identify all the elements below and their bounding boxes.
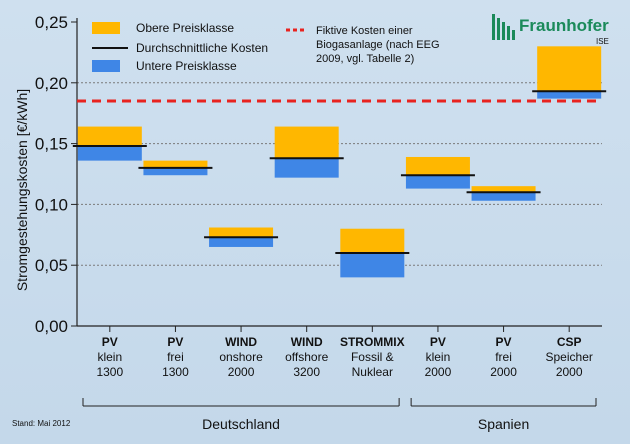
bar-lower-segment (471, 192, 536, 201)
grid (71, 18, 602, 327)
y-tick-label: 0,00 (35, 317, 68, 336)
legend: Obere Preisklasse Durchschnittliche Kost… (92, 21, 440, 73)
bars (72, 46, 607, 278)
x-label-title: WIND (225, 335, 257, 349)
legend-upper-swatch (92, 22, 120, 34)
y-tick-label: 0,20 (35, 74, 68, 93)
x-label-title: STROMMIX (340, 335, 405, 349)
group-labels: Deutschland Spanien (82, 398, 597, 432)
bar-4 (335, 228, 410, 278)
legend-ref-label-2: Biogasanlage (nach EEG (316, 39, 440, 51)
x-label-type: onshore (219, 350, 263, 364)
bar-lower-segment (340, 253, 405, 278)
y-tick-label: 0,05 (35, 256, 68, 275)
x-label-title: WIND (291, 335, 323, 349)
bar-5 (400, 156, 475, 189)
bar-upper-segment (405, 156, 470, 176)
logo-name: Fraunhofer (519, 16, 609, 35)
bar-3 (269, 126, 344, 178)
bar-lower-segment (209, 237, 274, 247)
x-label-hours: 2000 (490, 365, 517, 379)
group-label: Deutschland (202, 416, 280, 432)
group-0: Deutschland (82, 398, 400, 432)
legend-avg-label: Durchschnittliche Kosten (136, 41, 268, 55)
bar-lower-segment (274, 158, 339, 178)
x-label-type: Fossil & (351, 350, 394, 364)
x-label-type: frei (167, 350, 184, 364)
x-label-type: klein (426, 350, 451, 364)
x-label-title: CSP (557, 335, 582, 349)
x-label-hours: 2000 (556, 365, 583, 379)
x-tick-labels: PVklein1300PVfrei1300WINDonshore2000WIND… (96, 335, 592, 379)
legend-lower-swatch (92, 60, 120, 72)
fraunhofer-logo-icon (492, 14, 515, 40)
x-label-hours: 2000 (228, 365, 255, 379)
bar-1 (138, 160, 213, 176)
bar-7 (532, 46, 607, 99)
bar-lower-segment (537, 91, 602, 99)
bar-lower-segment (77, 146, 142, 161)
footnote: Stand: Mai 2012 (12, 419, 71, 428)
group-1: Spanien (410, 398, 597, 432)
x-label-hours: 2000 (425, 365, 452, 379)
x-label-hours: 1300 (162, 365, 189, 379)
bar-lower-segment (405, 175, 470, 189)
x-axis (77, 325, 602, 332)
bar-upper-segment (471, 186, 536, 193)
bar-upper-segment (77, 126, 142, 147)
group-label: Spanien (478, 416, 529, 432)
bar-upper-segment (209, 227, 274, 238)
legend-ref-label-3: 2009, vgl. Tabelle 2) (316, 53, 414, 65)
bar-upper-segment (340, 228, 405, 254)
bar-2 (204, 227, 279, 247)
y-tick-labels: 0,00 0,05 0,10 0,15 0,20 0,25 (35, 13, 68, 336)
bar-upper-segment (537, 46, 602, 92)
x-label-hours: 3200 (293, 365, 320, 379)
x-label-title: PV (430, 335, 446, 349)
legend-upper-label: Obere Preisklasse (136, 21, 234, 35)
fraunhofer-logo: Fraunhofer ISE (492, 14, 609, 46)
x-label-type: offshore (285, 350, 328, 364)
x-label-title: PV (167, 335, 183, 349)
x-label-title: PV (496, 335, 512, 349)
bar-0 (72, 126, 147, 161)
y-axis-title: Stromgestehungskosten [€/kWh] (14, 89, 30, 291)
x-label-type: Speicher (546, 350, 593, 364)
x-label-hours: Nuklear (352, 365, 393, 379)
x-label-hours: 1300 (96, 365, 123, 379)
x-label-type: frei (495, 350, 512, 364)
bar-upper-segment (143, 160, 208, 168)
bar-6 (466, 186, 541, 201)
y-tick-label: 0,15 (35, 135, 68, 154)
bar-upper-segment (274, 126, 339, 159)
x-label-title: PV (102, 335, 118, 349)
y-tick-label: 0,10 (35, 195, 68, 214)
y-tick-label: 0,25 (35, 13, 68, 32)
x-label-type: klein (97, 350, 122, 364)
legend-lower-label: Untere Preisklasse (136, 59, 237, 73)
legend-ref-label-1: Fiktive Kosten einer (316, 25, 413, 37)
bar-lower-segment (143, 167, 208, 176)
logo-sub: ISE (596, 37, 609, 46)
